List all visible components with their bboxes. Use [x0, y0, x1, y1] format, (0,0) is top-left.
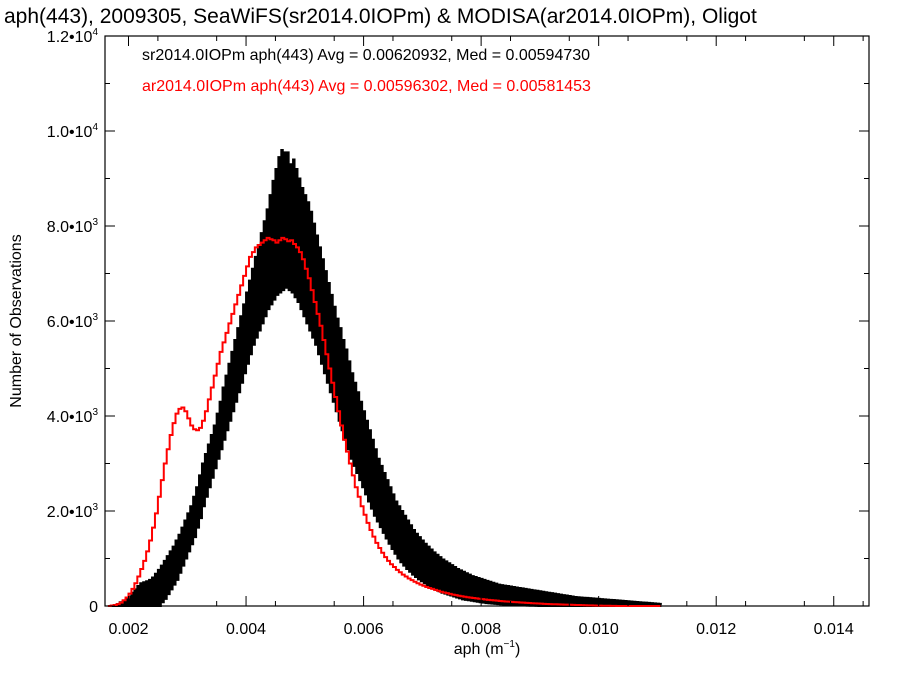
y-tick-mantissa: 0 — [89, 599, 98, 616]
chart-title: aph(443), 2009305, SeaWiFS(sr2014.0IOPm)… — [4, 5, 757, 28]
y-tick-exponent: 3 — [92, 312, 98, 323]
x-tick-label: 0.002 — [108, 621, 148, 638]
y-tick-exponent: 3 — [92, 217, 98, 228]
y-tick-exponent: 3 — [92, 502, 98, 513]
y-tick-mantissa: 1.2•10 — [47, 29, 93, 46]
y-tick-mantissa: 2.0•10 — [47, 504, 93, 521]
y-tick-label: 8.0•103 — [47, 217, 99, 236]
x-tick-label: 0.006 — [344, 621, 384, 638]
y-tick-label: 6.0•103 — [47, 312, 99, 331]
y-tick-label: 1.2•104 — [47, 27, 99, 46]
legend-entry-ar2014: ar2014.0IOPm aph(443) Avg = 0.00596302, … — [142, 78, 591, 95]
x-tick-label: 0.004 — [226, 621, 266, 638]
y-tick-label: 2.0•103 — [47, 502, 99, 521]
y-tick-mantissa: 6.0•10 — [47, 314, 93, 331]
ar2014-histogram-line — [107, 236, 661, 607]
y-tick-exponent: 3 — [92, 407, 98, 418]
y-tick-mantissa: 8.0•10 — [47, 219, 93, 236]
plot-area-frame — [104, 35, 870, 607]
x-axis-label: aph (m−1) — [454, 639, 521, 658]
y-tick-mantissa: 1.0•10 — [47, 124, 93, 141]
series-ar2014-histogram — [107, 236, 661, 607]
y-tick-label: 1.0•104 — [47, 122, 99, 141]
axis-ticks — [105, 35, 869, 607]
y-tick-label: 0 — [89, 599, 98, 616]
x-tick-label: 0.010 — [579, 621, 619, 638]
y-axis-tick-labels: 02.0•1034.0•1036.0•1038.0•1031.0•1041.2•… — [47, 27, 99, 616]
y-tick-exponent: 4 — [92, 27, 98, 38]
x-tick-label: 0.012 — [696, 621, 736, 638]
y-axis-label: Number of Observations — [8, 234, 25, 407]
sr2014-histogram-line — [107, 149, 662, 607]
x-tick-label: 0.008 — [461, 621, 501, 638]
series-sr2014-histogram — [107, 149, 662, 607]
y-tick-exponent: 4 — [92, 122, 98, 133]
x-axis-tick-labels: 0.002 0.004 0.006 0.008 0.010 0.012 0.014 — [108, 621, 853, 638]
y-tick-label: 4.0•103 — [47, 407, 99, 426]
y-tick-mantissa: 4.0•10 — [47, 409, 93, 426]
legend-entry-sr2014: sr2014.0IOPm aph(443) Avg = 0.00620932, … — [142, 47, 590, 64]
x-tick-label: 0.014 — [814, 621, 854, 638]
